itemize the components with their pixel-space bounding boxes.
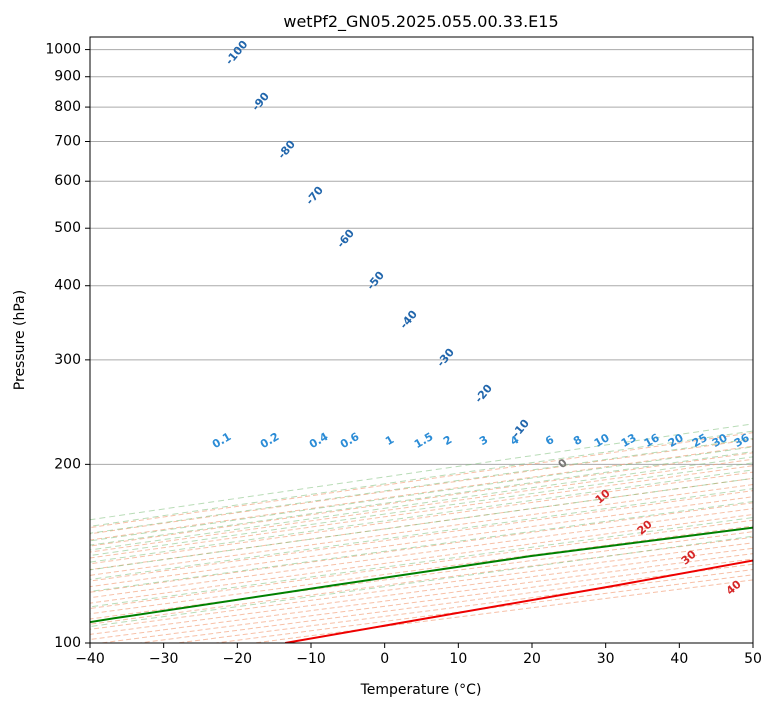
mixing-ratio-label: 10 <box>592 431 612 450</box>
dry-adiabat-line <box>90 502 753 593</box>
x-tick-label: −30 <box>149 651 179 667</box>
dry-adiabat-label: -40 <box>397 308 420 332</box>
dry-adiabat-line <box>90 458 753 553</box>
y-tick-label: 400 <box>54 278 81 294</box>
dry-adiabat-line <box>90 496 753 588</box>
dry-adiabat-line <box>90 490 753 582</box>
dry-adiabat-line <box>90 438 753 535</box>
chart-title: wetPf2_GN05.2025.055.00.33.E15 <box>283 12 558 32</box>
dry-adiabat-label: -90 <box>249 90 272 114</box>
dry-adiabat-label: -60 <box>334 227 357 251</box>
y-tick-label: 100 <box>54 635 81 651</box>
y-tick-label: 200 <box>54 456 81 472</box>
plot-frame <box>89 36 754 644</box>
dry-adiabat-label: -30 <box>434 346 457 370</box>
dry-adiabat-line <box>90 471 753 565</box>
dry-adiabat-line <box>90 547 753 635</box>
dry-adiabat-label: -100 <box>223 38 251 68</box>
dry-adiabat-line <box>90 465 753 559</box>
dry-adiabat-line <box>90 484 753 576</box>
mixing-ratio-label: 16 <box>642 431 662 450</box>
mixing-ratio-label: 0.1 <box>210 430 233 451</box>
mixing-ratio-label: 3 <box>477 433 490 448</box>
dry-adiabat-label: -20 <box>472 382 495 406</box>
dry-adiabat-line <box>90 536 753 625</box>
dry-adiabat-line <box>90 553 753 640</box>
dry-adiabat-line <box>90 477 753 571</box>
x-tick-label: 0 <box>380 651 389 667</box>
x-tick-label: 10 <box>449 651 467 667</box>
dry-adiabat-line <box>90 508 753 599</box>
x-tick-label: 30 <box>597 651 615 667</box>
x-axis-label: Temperature (°C) <box>360 682 482 698</box>
y-tick-label: 300 <box>54 352 81 368</box>
y-axis-label: Pressure (hPa) <box>12 290 28 390</box>
x-tick-label: −10 <box>296 651 326 667</box>
dry-adiabat-label: -70 <box>303 184 326 208</box>
isotherm-line <box>530 643 775 656</box>
dry-adiabat-line <box>90 513 753 604</box>
temperature-profile-line <box>285 559 753 643</box>
dry-adiabat-line <box>90 531 753 620</box>
y-tick-label: 800 <box>54 99 81 115</box>
isotherm-line <box>309 643 775 656</box>
isotherm-line <box>456 643 775 656</box>
dry-adiabat-line <box>97 558 753 643</box>
x-tick-label: 40 <box>670 651 688 667</box>
dry-adiabat-line <box>173 569 753 643</box>
mixing-ratio-label: 0.4 <box>307 430 331 451</box>
x-tick-label: 20 <box>523 651 541 667</box>
moist-adiabat-label: 40 <box>724 577 744 597</box>
mixing-ratio-label: 1.5 <box>412 430 435 451</box>
y-tick-label: 600 <box>54 173 81 189</box>
x-tick-label: −20 <box>223 651 253 667</box>
y-tick-label: 700 <box>54 133 81 149</box>
y-tick-label: 1000 <box>45 42 81 58</box>
mixing-ratio-label: 1 <box>383 433 396 448</box>
dry-adiabat-line <box>90 519 753 609</box>
dry-adiabat-line <box>90 542 753 630</box>
dry-adiabat-line <box>90 525 753 615</box>
isotherm-line <box>382 643 775 656</box>
moist-adiabat-label: 30 <box>679 547 699 567</box>
mixing-ratio-label: 20 <box>666 431 686 450</box>
mixing-ratio-label: 0.2 <box>258 430 281 451</box>
y-tick-label: 500 <box>54 220 81 236</box>
x-tick-label: −40 <box>75 651 105 667</box>
mixing-ratio-label: 30 <box>710 431 730 450</box>
dry-adiabat-line <box>90 432 753 529</box>
mixing-ratio-label: 0.6 <box>338 430 362 451</box>
mixing-ratio-label: 6 <box>543 433 556 448</box>
mixing-ratio-label: 13 <box>619 431 639 450</box>
y-tick-label: 900 <box>54 69 81 85</box>
x-tick-label: 50 <box>744 651 762 667</box>
background-grid <box>14 49 775 656</box>
mixing-ratio-label: 2 <box>441 433 454 448</box>
axis-ticks: −40 −30 −20 −10 0 10 20 30 40 5010009008007006005… <box>45 42 762 667</box>
isotherm-line <box>14 643 775 656</box>
mixing-ratio-label: 8 <box>571 433 584 448</box>
dry-adiabat-line <box>90 452 753 547</box>
dry-adiabat-label: -50 <box>364 269 387 293</box>
dry-adiabat-line <box>90 445 753 541</box>
moist-adiabat-label: 0 <box>556 456 570 471</box>
moist-adiabat-label: 20 <box>635 517 655 537</box>
